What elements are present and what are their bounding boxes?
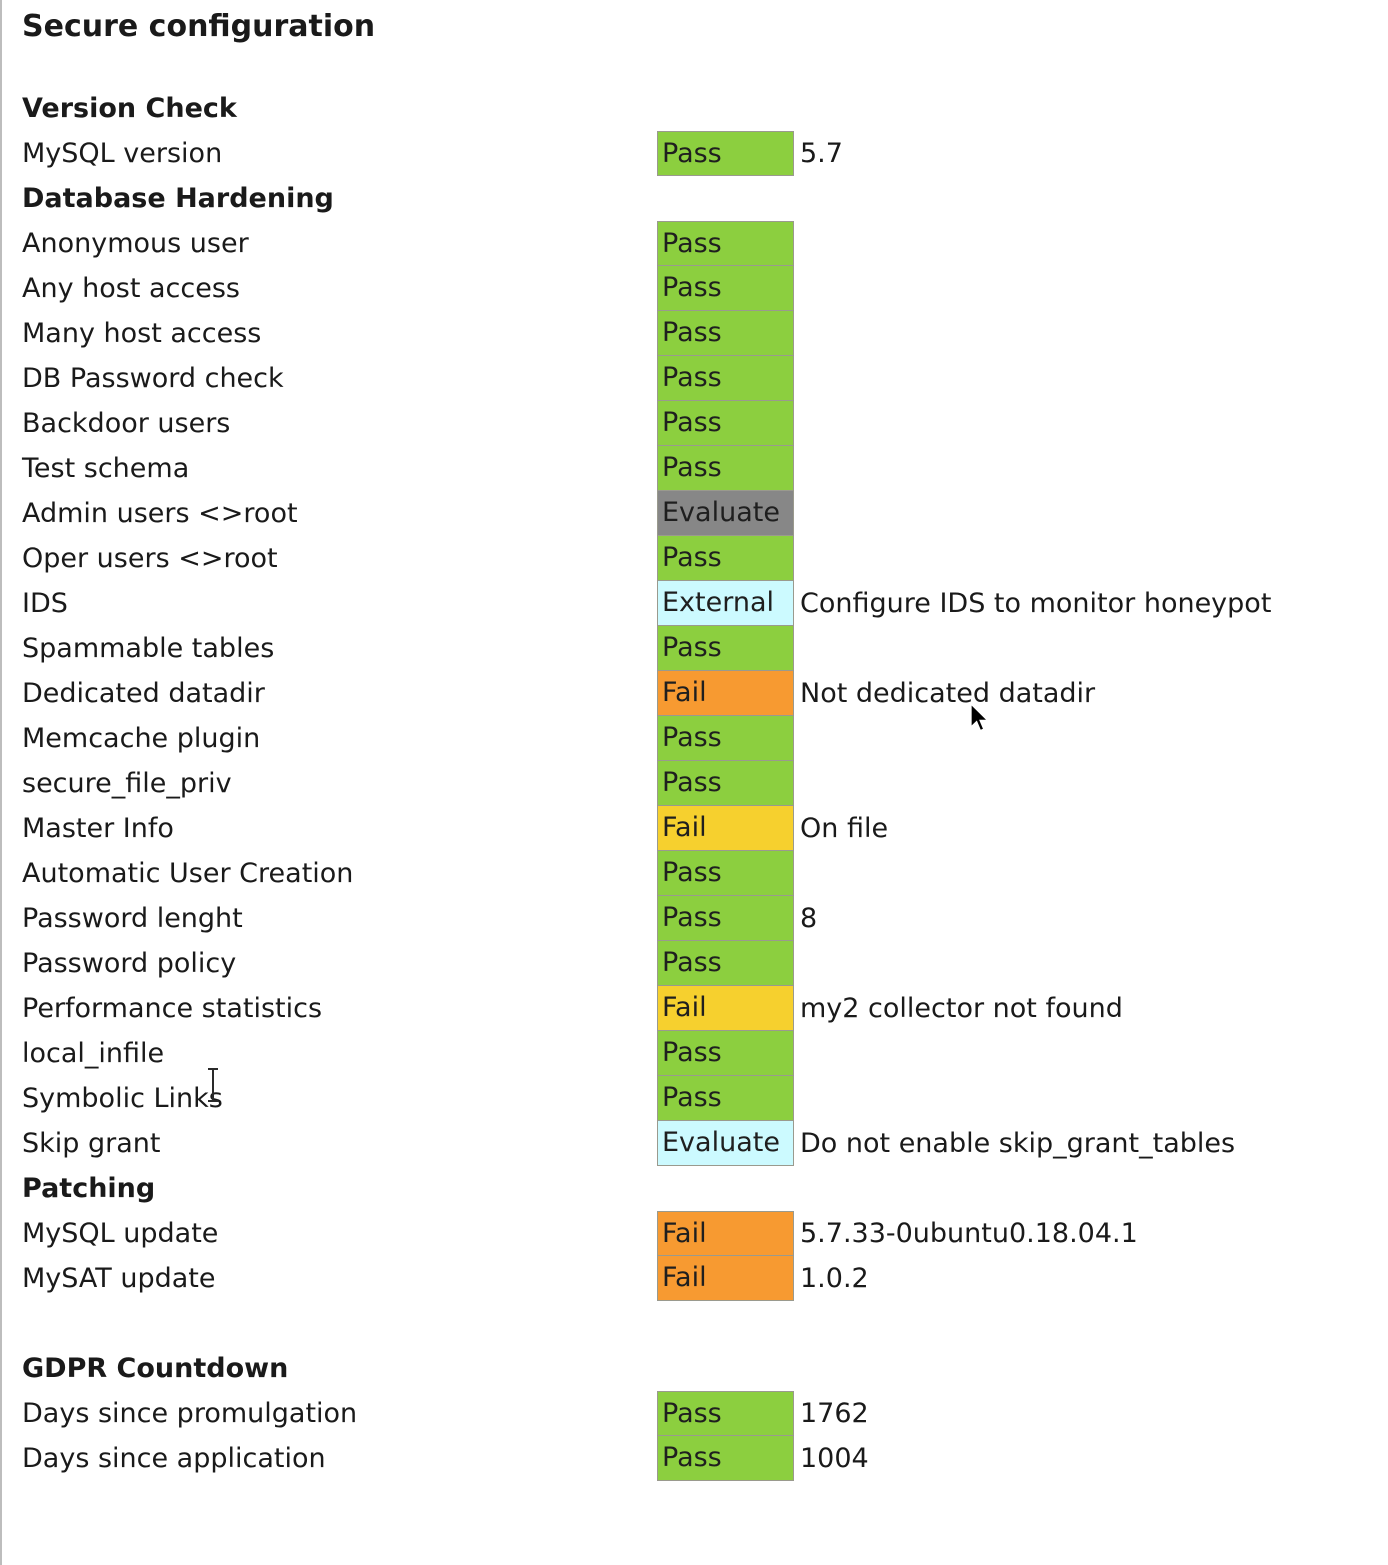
check-row: Spammable tables Pass [22, 626, 1388, 671]
check-label: Master Info [22, 813, 174, 844]
check-label: IDS [22, 588, 68, 619]
check-label: Memcache plugin [22, 723, 261, 754]
check-note: 8 [800, 903, 818, 934]
check-row: Master Info Fail On file [22, 806, 1388, 851]
status-badge: Pass [657, 266, 794, 311]
check-row: local_infile Pass [22, 1031, 1388, 1076]
check-label: Symbolic Links [22, 1083, 223, 1114]
check-label: Oper users <>root [22, 543, 278, 574]
status-badge: Pass [657, 1031, 794, 1076]
status-badge: Pass [657, 851, 794, 896]
check-row: Performance statistics Fail my2 collector … [22, 986, 1388, 1031]
check-label: Many host access [22, 318, 262, 349]
check-label: Test schema [22, 453, 190, 484]
check-note: Not dedicated datadir [800, 678, 1096, 709]
status-badge: Pass [657, 446, 794, 491]
status-badge: Pass [657, 131, 794, 176]
status-badge: Fail [657, 806, 794, 851]
check-label: secure_file_priv [22, 768, 232, 799]
check-label: Days since promulgation [22, 1398, 358, 1429]
section-heading-row: GDPR Countdown [22, 1346, 1388, 1391]
status-badge: Evaluate [657, 491, 794, 536]
status-badge: External [657, 581, 794, 626]
status-badge: Pass [657, 761, 794, 806]
check-note: 5.7 [800, 138, 843, 169]
check-label: Password lenght [22, 903, 243, 934]
check-row: MySQL update Fail 5.7.33-0ubuntu0.18.04.1 [22, 1211, 1388, 1256]
check-row: Admin users <>root Evaluate [22, 491, 1388, 536]
status-badge: Pass [657, 221, 794, 266]
check-row: Test schema Pass [22, 446, 1388, 491]
status-badge: Fail [657, 671, 794, 716]
check-note: Configure IDS to monitor honeypot [800, 588, 1272, 619]
check-note: 1762 [800, 1398, 869, 1429]
check-note: Do not enable skip_grant_tables [800, 1128, 1236, 1159]
check-label: Backdoor users [22, 408, 231, 439]
status-badge: Pass [657, 1076, 794, 1121]
check-row: Backdoor users Pass [22, 401, 1388, 446]
check-note: my2 collector not found [800, 993, 1123, 1024]
check-row: Skip grant Evaluate Do not enable skip_gra… [22, 1121, 1388, 1166]
check-row: Automatic User Creation Pass [22, 851, 1388, 896]
check-label: Skip grant [22, 1128, 161, 1159]
check-row: Days since promulgation Pass 1762 [22, 1391, 1388, 1436]
status-badge: Pass [657, 626, 794, 671]
check-label: Performance statistics [22, 993, 323, 1024]
status-badge: Pass [657, 1391, 794, 1436]
check-note: 1.0.2 [800, 1263, 869, 1294]
check-row: DB Password check Pass [22, 356, 1388, 401]
status-badge: Fail [657, 1256, 794, 1301]
status-badge: Evaluate [657, 1121, 794, 1166]
section-heading: Version Check [22, 93, 237, 124]
check-label: Spammable tables [22, 633, 275, 664]
check-label: Automatic User Creation [22, 858, 354, 889]
status-badge: Pass [657, 401, 794, 446]
check-row: secure_file_priv Pass [22, 761, 1388, 806]
section-heading-row: Database Hardening [22, 176, 1388, 221]
check-row: Symbolic Links Pass [22, 1076, 1388, 1121]
status-badge: Fail [657, 1211, 794, 1256]
status-badge: Pass [657, 1436, 794, 1481]
check-row: Password lenght Pass 8 [22, 896, 1388, 941]
check-row: Oper users <>root Pass [22, 536, 1388, 581]
check-row: MySAT update Fail 1.0.2 [22, 1256, 1388, 1301]
status-badge: Pass [657, 941, 794, 986]
check-label: Days since application [22, 1443, 326, 1474]
check-label: MySQL version [22, 138, 223, 169]
check-label: MySAT update [22, 1263, 216, 1294]
check-label: MySQL update [22, 1218, 219, 1249]
check-row: Dedicated datadir Fail Not dedicated datad… [22, 671, 1388, 716]
check-row: IDS External Configure IDS to monitor hone… [22, 581, 1388, 626]
check-label: Anonymous user [22, 228, 249, 259]
status-badge: Fail [657, 986, 794, 1031]
status-badge: Pass [657, 896, 794, 941]
section-heading-row: Version Check [22, 86, 1388, 131]
check-row: Any host access Pass [22, 266, 1388, 311]
section-heading: Patching [22, 1173, 156, 1204]
check-label: local_infile [22, 1038, 165, 1069]
check-row: Memcache plugin Pass [22, 716, 1388, 761]
check-label: Dedicated datadir [22, 678, 265, 709]
section-heading: Database Hardening [22, 183, 334, 214]
check-label: Admin users <>root [22, 498, 298, 529]
status-badge: Pass [657, 356, 794, 401]
check-note: 5.7.33-0ubuntu0.18.04.1 [800, 1218, 1138, 1249]
check-row: Anonymous user Pass [22, 221, 1388, 266]
status-badge: Pass [657, 536, 794, 581]
check-label: Any host access [22, 273, 240, 304]
section-heading-row: Patching [22, 1166, 1388, 1211]
check-row: Many host access Pass [22, 311, 1388, 356]
page-title: Secure configuration [22, 9, 376, 44]
check-label: Password policy [22, 948, 237, 979]
check-row: MySQL version Pass 5.7 [22, 131, 1388, 176]
section-heading: GDPR Countdown [22, 1353, 289, 1384]
check-note: 1004 [800, 1443, 869, 1474]
check-row: Password policy Pass [22, 941, 1388, 986]
check-note: On file [800, 813, 889, 844]
status-badge: Pass [657, 311, 794, 356]
check-row: Days since application Pass 1004 [22, 1436, 1388, 1481]
check-label: DB Password check [22, 363, 284, 394]
status-badge: Pass [657, 716, 794, 761]
